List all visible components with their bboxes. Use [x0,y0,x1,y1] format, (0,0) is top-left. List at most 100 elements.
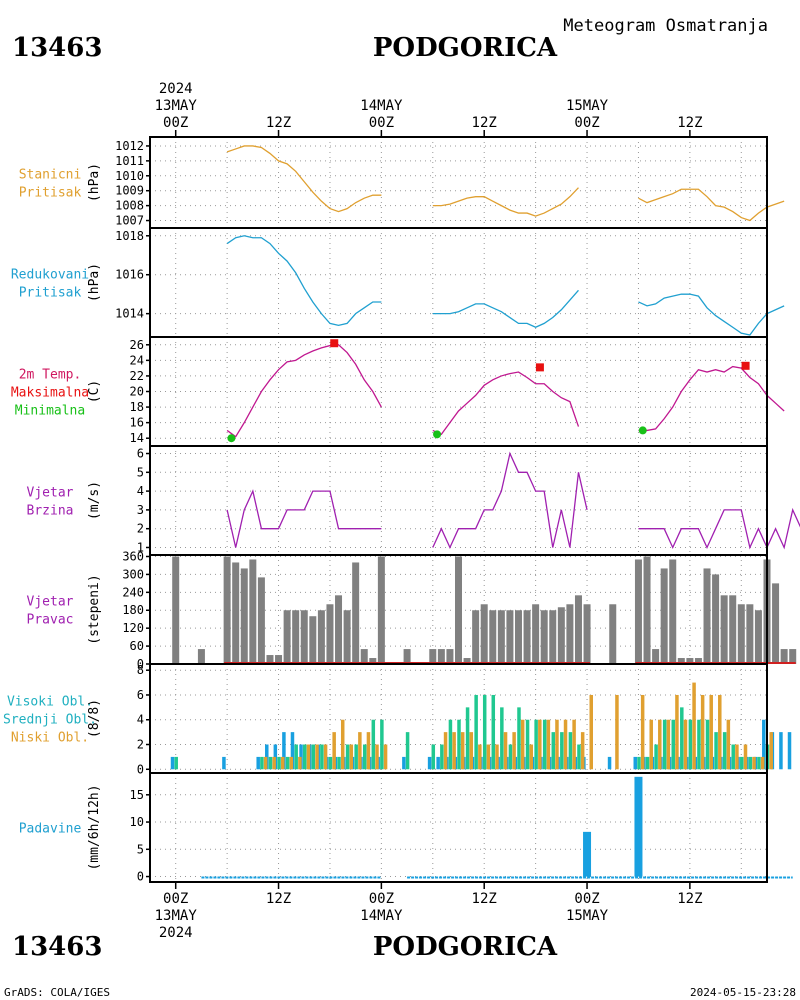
y-axis-label: (mm/6h/12h) [87,784,102,870]
wind-direction-bar [489,610,497,664]
cloud-bar [542,719,547,770]
wind-direction-bar [686,658,694,664]
cloud-bar [272,756,276,770]
cloud-bar [512,732,516,770]
cloud-bar [748,756,753,770]
wind-direction-bar [566,604,574,664]
wind-direction-bar [429,649,437,664]
y-tick-label: 1012 [115,139,144,153]
y-tick-label: 26 [130,338,144,352]
wind-direction-bar [754,610,762,664]
cloud-bar [662,719,667,770]
cloud-bar [443,732,448,770]
series-line [432,187,579,217]
cloud-bar [294,744,298,770]
cloud-bar [714,732,718,770]
series-line [226,344,382,438]
cloud-bar [323,744,328,770]
wind-direction-bar [300,610,308,664]
time-label-bottom: 12Z [472,891,497,907]
time-label-bottom: 15MAY [566,908,609,924]
series-line [638,507,800,550]
time-label-top: 12Z [266,115,291,131]
wind-direction-bar [609,604,617,664]
y-tick-label: 2 [137,738,144,752]
cloud-bar [268,756,273,770]
panel-frame [149,227,768,338]
cloud-bar [405,732,410,770]
cloud-bar [572,719,576,770]
cloud-bar [525,719,530,770]
cloud-bar [692,682,696,770]
cloud-bar [503,732,508,770]
wind-direction-bar [506,610,514,664]
time-label-top: 00Z [574,115,599,131]
cloud-bar [362,744,367,770]
wind-direction-bar [326,604,334,664]
cloud-bar [726,719,731,770]
chart-subtitle: Meteogram Osmatranja [563,16,768,36]
panel-frame [149,336,768,447]
cloud-bar [640,694,645,770]
panel-label: Stanicni [19,168,82,183]
y-axis-label: (m/s) [87,481,102,520]
wind-direction-bar [292,610,300,664]
wind-direction-bar [343,610,351,664]
wind-direction-bar [789,649,797,664]
y-tick-label: 24 [130,353,144,367]
precipitation-bar [583,831,592,877]
wind-direction-bar [240,568,248,664]
cloud-bar [491,694,496,770]
cloud-bar [743,744,748,770]
y-tick-label: 180 [122,603,144,617]
series-line [638,293,785,336]
cloud-bar [280,756,285,770]
wind-direction-bar [677,658,685,664]
y-tick-label: 1 [137,540,144,554]
cloud-bar [508,744,513,770]
wind-direction-bar [737,604,745,664]
cloud-bar [538,719,542,770]
time-label-bottom: 12Z [677,891,702,907]
time-label-top: 15MAY [566,98,609,114]
series-line [432,451,588,550]
panel-reduced_pressure: 1014 1016 1018 Redukovani Pritisak (hPa) [11,227,785,338]
panel-label: Pravac [27,613,74,628]
station-id-top: 13463 [12,33,102,63]
panel-label: Vjetar [27,486,74,501]
max-temp-marker [741,361,750,370]
time-label-top: 14MAY [360,98,403,114]
wind-direction-bar [660,568,668,664]
cloud-bar [709,694,713,770]
y-axis-label: (8/8) [87,699,102,738]
time-axis: 202413MAY00Z00Z13MAY202412Z12Z14MAY00Z00… [155,81,703,941]
wind-direction-bar [232,562,240,664]
cloud-bar [440,744,444,770]
panel-label: Redukovani [11,268,89,283]
cloud-bar [671,719,675,770]
y-axis-label: (hPa) [87,263,102,302]
wind-direction-bar [514,610,522,664]
y-axis-label: (stepeni) [87,574,102,644]
cloud-bar [700,694,705,770]
y-tick-label: 18 [130,400,144,414]
cloud-bar [589,694,593,770]
y-tick-label: 8 [137,663,144,677]
cloud-bar [769,732,773,770]
series-line [226,145,382,213]
cloud-bar [320,744,324,770]
wind-direction-bar [197,649,205,664]
y-tick-label: 4 [137,713,144,727]
cloud-bar [431,744,436,770]
cloud-bar [460,732,465,770]
cloud-bar [534,719,538,770]
cloud-bar [555,719,559,770]
y-tick-label: 1018 [115,229,144,243]
panel-label: Srednji Obl. [3,713,97,728]
cloud-bar [735,744,739,770]
cloud-bar [517,707,521,770]
wind-direction-bar [652,649,660,664]
cloud-bar [465,707,470,770]
series-line [226,489,382,548]
